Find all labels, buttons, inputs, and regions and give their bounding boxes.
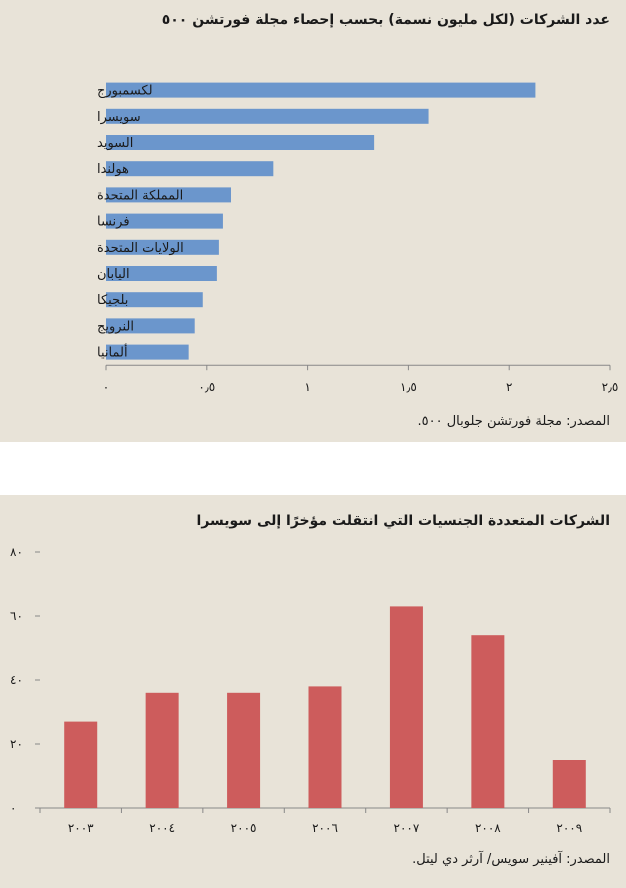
- chart-panel-companies-per-million: عدد الشركات (لكل مليون نسمة) بحسب إحصاء …: [0, 0, 626, 442]
- chart-source: المصدر: مجلة فورتشن جلوبال ٥٠٠.: [417, 414, 611, 429]
- category-label: السويد: [97, 136, 133, 151]
- x-tick-label: ١: [304, 380, 310, 394]
- bar: [106, 344, 189, 360]
- x-tick-label: ٢٠٠٧: [394, 821, 420, 835]
- bar: [106, 318, 195, 334]
- category-label: هولندا: [97, 162, 129, 177]
- x-tick-label: ٢٠٠٥: [231, 821, 257, 835]
- bar: [308, 686, 342, 808]
- category-label: ألمانيا: [97, 344, 128, 361]
- y-tick-label: ٨٠: [10, 545, 23, 559]
- y-tick-label: ٤٠: [10, 673, 23, 687]
- category-label: اليابان: [97, 267, 130, 282]
- x-tick-label: ٢٠٠٣: [68, 821, 94, 835]
- y-tick-label: ٠: [10, 801, 16, 815]
- bar: [552, 760, 586, 808]
- chart-title: عدد الشركات (لكل مليون نسمة) بحسب إحصاء …: [161, 12, 610, 28]
- bar: [106, 239, 219, 255]
- bar: [389, 606, 423, 808]
- category-label: بلجيكا: [97, 293, 128, 308]
- category-label: النرويج: [97, 319, 134, 334]
- x-tick-label: ٠: [103, 380, 109, 394]
- category-label: الولايات المتحدة: [97, 241, 184, 256]
- bar: [106, 82, 536, 98]
- bar: [106, 108, 429, 124]
- bar: [227, 692, 261, 808]
- bar: [64, 721, 98, 808]
- x-tick-label: ٢٫٥: [602, 380, 619, 394]
- horizontal-bar-chart: لكسمبورج سويسرا السويد هولندا المملكة المتحد…: [97, 82, 619, 394]
- chart-title: الشركات المتعددة الجنسيات التي انتقلت مؤ…: [196, 513, 610, 529]
- x-tick-label: ٢٠٠٩: [556, 821, 582, 835]
- bar: [471, 635, 505, 808]
- bar: [106, 135, 375, 150]
- category-label: سويسرا: [97, 110, 141, 125]
- bar: [145, 692, 179, 808]
- bar: [106, 292, 203, 308]
- bar: [106, 161, 274, 177]
- bar: [106, 187, 231, 203]
- x-tick-label: ٠٫٥: [198, 380, 215, 394]
- bar: [106, 266, 217, 281]
- chart-panel-multinationals-relocated: الشركات المتعددة الجنسيات التي انتقلت مؤ…: [0, 495, 626, 888]
- category-label: فرنسا: [97, 215, 130, 230]
- x-tick-label: ٢: [506, 380, 512, 394]
- x-tick-label: ٢٠٠٦: [312, 821, 338, 835]
- category-label: المملكة المتحدة: [97, 188, 183, 203]
- y-tick-label: ٦٠: [10, 609, 23, 623]
- x-tick-label: ١٫٥: [400, 380, 417, 394]
- y-tick-label: ٢٠: [10, 737, 23, 751]
- x-tick-label: ٢٠٠٤: [149, 821, 175, 835]
- x-tick-label: ٢٠٠٨: [475, 821, 501, 835]
- vertical-bar-chart: ٢٠٠٣ ٢٠٠٤ ٢٠٠٥ ٢٠٠٦ ٢٠٠٧ ٢٠٠٨ ٢٠٠٩ ٠ ٢٠ ٤٠ ٦٠ ٨٠: [10, 545, 611, 835]
- bar: [106, 213, 223, 229]
- category-label: لكسمبورج: [97, 84, 153, 99]
- chart-source: المصدر: آفينير سويس/ آرثر دي ليتل.: [412, 852, 610, 867]
